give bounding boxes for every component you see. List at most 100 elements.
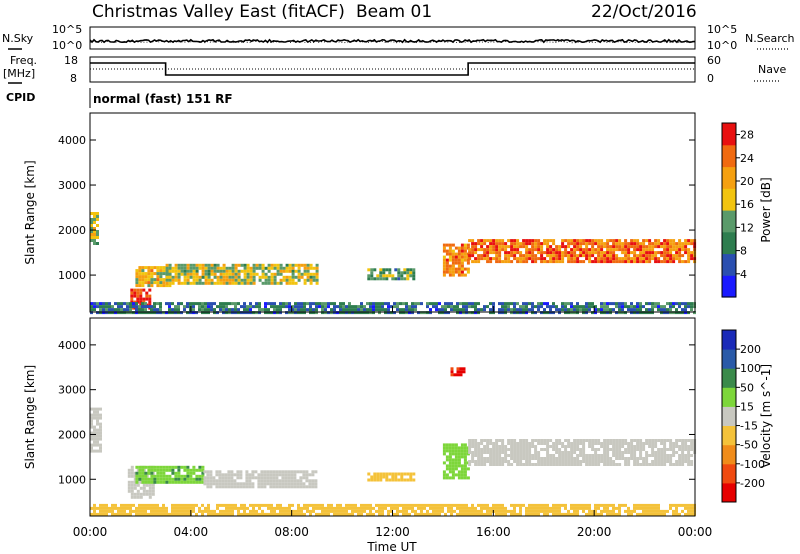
data-cell-p1-r6: [516, 451, 520, 454]
data-cell-p1-r6: [474, 448, 478, 451]
data-cell-p1-r6: [525, 448, 529, 451]
data-cell-p1-r6: [483, 460, 487, 463]
data-cell-p0-r2: [141, 269, 145, 273]
data-cell-p0-r7: [522, 311, 525, 315]
data-cell-p0-r7: [429, 308, 432, 312]
data-cell-p1-r3: [275, 479, 279, 483]
data-cell-p1-r7: [465, 509, 468, 513]
data-cell-p1-r6: [561, 460, 565, 463]
data-cell-p0-r4: [412, 277, 416, 281]
data-cell-p1-r0: [93, 443, 96, 447]
data-cell-p1-r6: [633, 439, 637, 442]
data-cell-p0-r6: [654, 242, 658, 246]
data-cell-p0-r6: [531, 248, 535, 252]
data-cell-p1-r7: [507, 509, 510, 513]
data-cell-p0-r6: [501, 260, 505, 264]
data-cell-p0-r3: [201, 272, 205, 276]
data-cell-p0-r6: [471, 251, 475, 255]
data-cell-p1-r3: [287, 482, 291, 486]
data-cell-p0-r7: [600, 302, 603, 306]
data-cell-p0-r6: [567, 239, 571, 243]
data-cell-p1-r7: [360, 506, 363, 510]
data-cell-p1-r6: [654, 457, 658, 460]
data-cell-p1-r7: [576, 503, 579, 507]
data-cell-p1-r7: [348, 512, 351, 516]
data-cell-p0-r6: [642, 248, 646, 252]
data-cell-p0-r7: [612, 302, 615, 306]
data-cell-p0-r6: [495, 242, 499, 246]
data-cell-p1-r7: [132, 503, 135, 507]
data-cell-p1-r7: [534, 512, 537, 516]
data-cell-p0-r6: [627, 248, 631, 252]
data-cell-p1-r7: [627, 512, 630, 516]
data-cell-p0-r3: [279, 278, 283, 282]
data-cell-p0-r5: [442, 273, 446, 277]
data-cell-p1-r6: [642, 457, 646, 460]
data-cell-p1-r7: [165, 506, 168, 510]
data-cell-p0-r6: [687, 257, 691, 261]
data-cell-p0-r6: [618, 245, 622, 249]
data-cell-p0-r3: [213, 266, 217, 270]
data-cell-p1-r7: [126, 506, 129, 510]
data-cell-p1-r7: [639, 506, 642, 510]
data-cell-p0-r3: [183, 266, 187, 270]
data-cell-p1-r7: [150, 503, 153, 507]
data-cell-p0-r6: [585, 242, 589, 246]
data-cell-p0-r7: [354, 305, 357, 309]
data-cell-p0-r6: [531, 260, 535, 264]
data-cell-p0-r7: [393, 302, 396, 306]
data-cell-p1-r7: [459, 509, 462, 513]
data-cell-p1-r5: [442, 473, 446, 477]
data-cell-p0-r7: [318, 302, 321, 306]
data-cell-p1-r6: [663, 451, 667, 454]
data-cell-p0-r6: [690, 251, 694, 255]
data-cell-p0-r7: [267, 311, 270, 315]
data-cell-p0-r7: [384, 308, 387, 312]
data-cell-p0-r6: [570, 260, 574, 264]
data-cell-p0-r6: [531, 257, 535, 261]
data-cell-p0-r6: [525, 254, 529, 258]
data-cell-p0-r7: [600, 311, 603, 315]
data-cell-p0-r3: [243, 269, 247, 273]
data-cell-p1-r7: [204, 509, 207, 513]
data-cell-p1-r6: [636, 457, 640, 460]
data-cell-p0-r6: [594, 257, 598, 261]
data-cell-p0-r6: [684, 260, 688, 264]
data-cell-p1-r7: [438, 506, 441, 510]
data-cell-p0-r5: [460, 252, 464, 256]
data-cell-p0-r5: [463, 252, 467, 256]
data-cell-p0-r6: [489, 260, 493, 264]
data-cell-p0-r6: [648, 239, 652, 243]
data-cell-p0-r7: [615, 302, 618, 306]
data-cell-p0-r7: [564, 308, 567, 312]
data-cell-p1-r0: [96, 419, 99, 423]
data-cell-p0-r6: [546, 245, 550, 249]
data-cell-p1-r6: [534, 448, 538, 451]
data-cell-p0-r7: [264, 308, 267, 312]
data-cell-p1-r8: [453, 373, 457, 377]
data-cell-p0-r7: [543, 308, 546, 312]
data-cell-p0-r7: [447, 311, 450, 315]
data-cell-p0-r5: [457, 246, 461, 250]
data-cell-p1-r7: [612, 506, 615, 510]
data-cell-p1-r6: [603, 463, 607, 466]
data-cell-p0-r4: [409, 274, 413, 278]
data-cell-p1-r0: [93, 410, 96, 414]
data-cell-p0-r6: [516, 251, 520, 255]
data-cell-p1-r6: [675, 445, 679, 448]
data-cell-p1-r2: [186, 477, 190, 481]
data-cell-p0-r3: [207, 272, 211, 276]
data-cell-p0-r6: [639, 260, 643, 264]
data-cell-p0-r6: [585, 251, 589, 255]
data-cell-p1-r6: [486, 460, 490, 463]
data-cell-p1-r7: [318, 503, 321, 507]
data-cell-p0-r5: [442, 255, 446, 259]
data-cell-p1-r0: [93, 425, 96, 429]
data-cell-p0-r7: [297, 308, 300, 312]
data-cell-p0-r7: [153, 311, 156, 315]
data-cell-p1-r5: [457, 458, 461, 462]
data-cell-p1-r7: [174, 512, 177, 516]
data-cell-p0-r1: [148, 297, 152, 301]
data-cell-p1-r0: [96, 434, 99, 438]
data-cell-p0-r6: [627, 257, 631, 261]
